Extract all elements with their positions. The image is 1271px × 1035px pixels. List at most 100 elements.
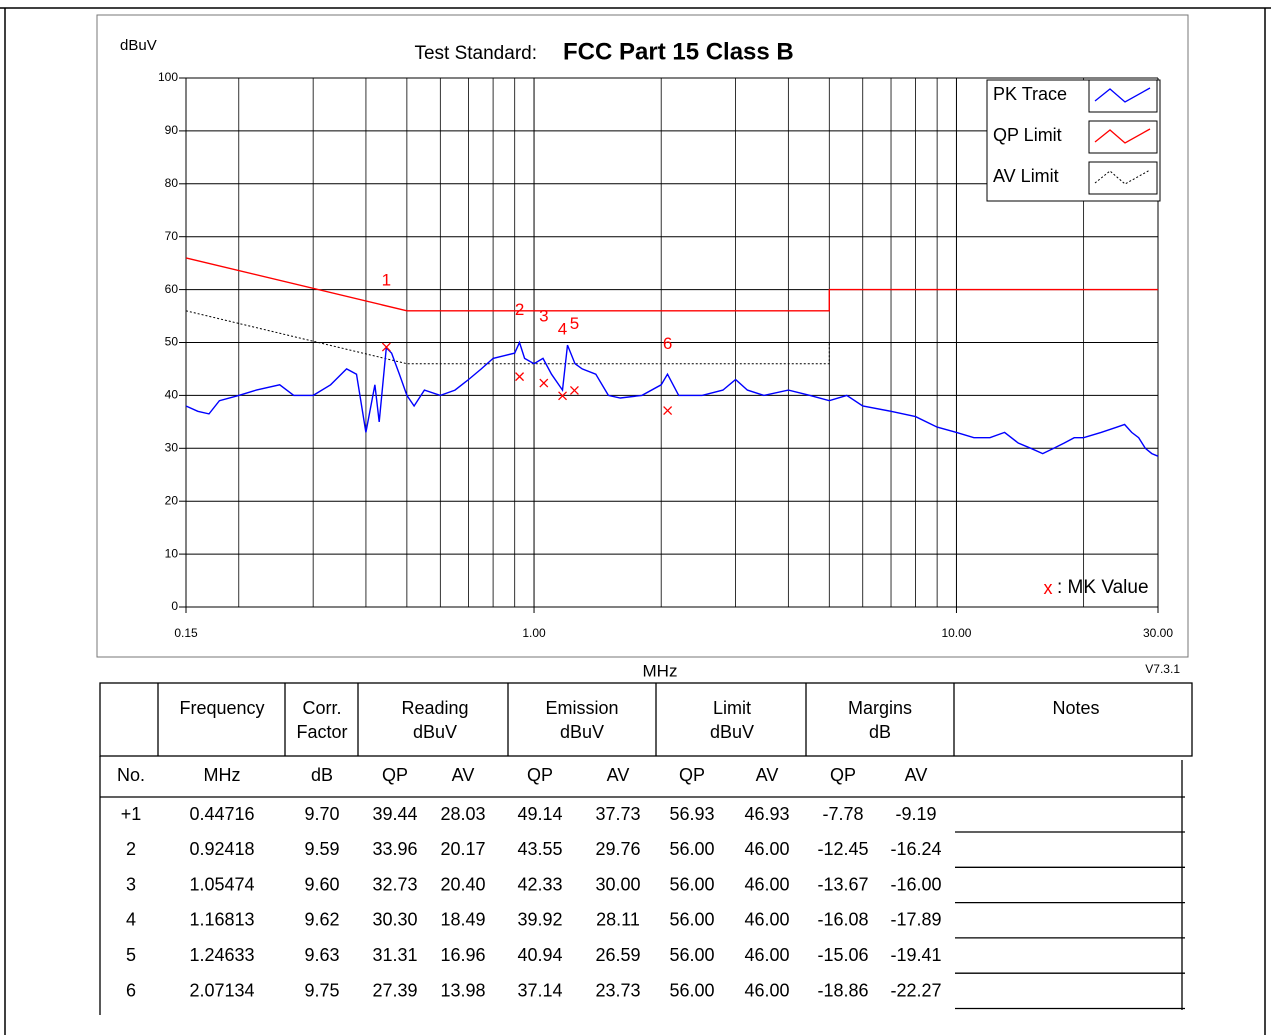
header-cell: Notes <box>1052 698 1099 718</box>
y-tick-label: 80 <box>165 176 179 190</box>
chart-frame <box>96 14 1189 658</box>
table-cell: 49.14 <box>517 804 562 824</box>
legend-swatch <box>1094 87 1151 103</box>
series-line <box>185 257 1158 312</box>
table-cell: 5 <box>126 945 136 965</box>
x-tick-label: 1.00 <box>522 626 546 640</box>
table-cell: 0.92418 <box>189 839 254 859</box>
table-cell: 37.14 <box>517 980 562 1000</box>
table-cell: 1.16813 <box>189 910 254 930</box>
table-cell: 2 <box>126 839 136 859</box>
table-cell: -19.41 <box>890 945 941 965</box>
table-cell: 16.96 <box>440 945 485 965</box>
table-header-box <box>99 682 1193 757</box>
legend-swatch <box>1094 128 1151 144</box>
table-cell: 20.17 <box>440 839 485 859</box>
table-cell: 30.30 <box>372 910 417 930</box>
table-cell: 46.00 <box>744 839 789 859</box>
legend-swatch-box <box>1088 161 1158 195</box>
table-cell: 33.96 <box>372 839 417 859</box>
table-cell: -7.78 <box>822 804 863 824</box>
y-tick-label: 40 <box>165 388 179 402</box>
y-tick-label: 20 <box>165 493 179 507</box>
subheader-cell: AV <box>905 765 928 785</box>
table-cell: -16.08 <box>817 910 868 930</box>
table-cell: 9.63 <box>304 945 339 965</box>
table-cell: -22.27 <box>890 980 941 1000</box>
table-cell: 29.76 <box>595 839 640 859</box>
legend-swatch-box <box>1088 79 1158 113</box>
header-cell: Factor <box>296 722 347 742</box>
header-cell: Emission <box>545 698 618 718</box>
table-cell: 18.49 <box>440 910 485 930</box>
marker-label: 1 <box>382 271 391 290</box>
marker-label: 2 <box>515 300 524 319</box>
table-cell: -17.89 <box>890 910 941 930</box>
y-tick-label: 30 <box>165 440 179 454</box>
table-cell: 26.59 <box>595 945 640 965</box>
table-cell: 46.93 <box>744 804 789 824</box>
table-cell: -9.19 <box>895 804 936 824</box>
series-line <box>185 310 1158 365</box>
table-cell: -18.86 <box>817 980 868 1000</box>
subheader-cell: dB <box>311 765 333 785</box>
table-cell: 9.62 <box>304 910 339 930</box>
marker <box>381 342 391 352</box>
x-tick-label: 30.00 <box>1143 626 1173 640</box>
header-cell: dBuV <box>560 722 604 742</box>
table-cell: 46.00 <box>744 910 789 930</box>
table-cell: 56.00 <box>669 910 714 930</box>
table-cell: 9.70 <box>304 804 339 824</box>
marker-label: 5 <box>570 314 579 333</box>
y-tick-label: 50 <box>165 335 179 349</box>
legend-swatch-box <box>1088 120 1158 154</box>
table-cell: 1.05474 <box>189 874 254 894</box>
table-cell: 4 <box>126 910 136 930</box>
table-cell: 20.40 <box>440 874 485 894</box>
table-cell: 30.00 <box>595 874 640 894</box>
subheader-cell: AV <box>452 765 475 785</box>
marker <box>558 391 568 401</box>
legend-label: QP Limit <box>993 125 1062 145</box>
header-cell: dB <box>869 722 891 742</box>
marker <box>569 385 579 395</box>
y-tick-label: 0 <box>171 599 178 613</box>
subheader-cell: No. <box>117 765 145 785</box>
table-cell: 2.07134 <box>189 980 254 1000</box>
subheader-cell: QP <box>830 765 856 785</box>
y-tick-label: 60 <box>165 282 179 296</box>
subheader-cell: QP <box>527 765 553 785</box>
y-tick-label: 90 <box>165 123 179 137</box>
table-cell: 56.00 <box>669 874 714 894</box>
table-cell: 13.98 <box>440 980 485 1000</box>
x-axis-label: MHz <box>643 661 678 680</box>
marker-label: 4 <box>558 319 567 338</box>
table-cell: 27.39 <box>372 980 417 1000</box>
table-cell: 6 <box>126 980 136 1000</box>
table-cell: 56.00 <box>669 945 714 965</box>
legend-swatch <box>1094 169 1151 185</box>
table-cell: 1.24633 <box>189 945 254 965</box>
table-cell: 46.00 <box>744 874 789 894</box>
table-cell: 9.75 <box>304 980 339 1000</box>
subheader-cell: AV <box>756 765 779 785</box>
marker-label: 3 <box>539 307 548 326</box>
table-cell: +1 <box>121 804 142 824</box>
table-cell: 43.55 <box>517 839 562 859</box>
mk-legend-text: : MK Value <box>1057 577 1149 598</box>
table-cell: -13.67 <box>817 874 868 894</box>
series-line <box>185 340 1159 457</box>
header-cell: Corr. <box>302 698 341 718</box>
table-cell: 56.00 <box>669 839 714 859</box>
header-cell: dBuV <box>413 722 457 742</box>
table-cell: 39.92 <box>517 910 562 930</box>
legend-label: PK Trace <box>993 84 1067 104</box>
header-cell: dBuV <box>710 722 754 742</box>
table-cell: 39.44 <box>372 804 417 824</box>
y-tick-label: 10 <box>165 546 179 560</box>
table-cell: 23.73 <box>595 980 640 1000</box>
table-cell: 28.03 <box>440 804 485 824</box>
table-cell: 56.93 <box>669 804 714 824</box>
marker-label: 6 <box>663 334 672 353</box>
